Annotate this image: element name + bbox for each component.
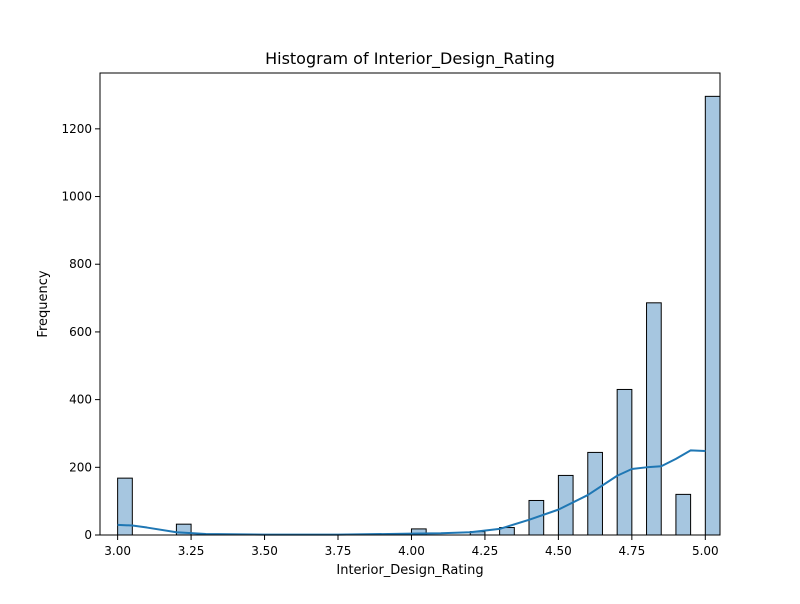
y-tick-label: 0 — [84, 528, 92, 542]
y-tick-label: 800 — [69, 257, 92, 271]
x-tick-label: 4.75 — [618, 544, 645, 558]
y-tick-label: 1000 — [61, 190, 92, 204]
x-tick-label: 4.50 — [545, 544, 572, 558]
histogram-bar — [616, 388, 633, 536]
x-axis: 3.00 3.25 3.50 3.75 4.00 4.25 4.50 4.75 5.00 — [104, 535, 719, 558]
x-tick-label: 5.00 — [692, 544, 719, 558]
y-tick-label: 400 — [69, 393, 92, 407]
histogram-bar — [646, 302, 662, 536]
x-tick-label: 4.00 — [398, 544, 425, 558]
x-tick-label: 3.75 — [325, 544, 352, 558]
x-tick-label: 3.00 — [104, 544, 131, 558]
x-tick-label: 4.25 — [472, 544, 499, 558]
chart-title: Histogram of Interior_Design_Rating — [265, 49, 555, 69]
histogram-bar — [117, 477, 133, 536]
y-tick-label: 1200 — [61, 122, 92, 136]
histogram-bar — [704, 95, 721, 536]
kde-layer — [117, 449, 706, 536]
y-axis: 0 200 400 600 800 1000 1200 — [61, 122, 100, 542]
x-tick-label: 3.50 — [251, 544, 278, 558]
y-tick-label: 200 — [69, 460, 92, 474]
y-axis-label: Frequency — [36, 270, 51, 337]
plot-frame — [99, 72, 721, 536]
histogram-bar — [675, 493, 692, 536]
x-tick-label: 3.25 — [178, 544, 205, 558]
y-tick-label: 600 — [69, 325, 92, 339]
x-axis-label: Interior_Design_Rating — [336, 563, 483, 578]
kde-line — [117, 449, 706, 536]
